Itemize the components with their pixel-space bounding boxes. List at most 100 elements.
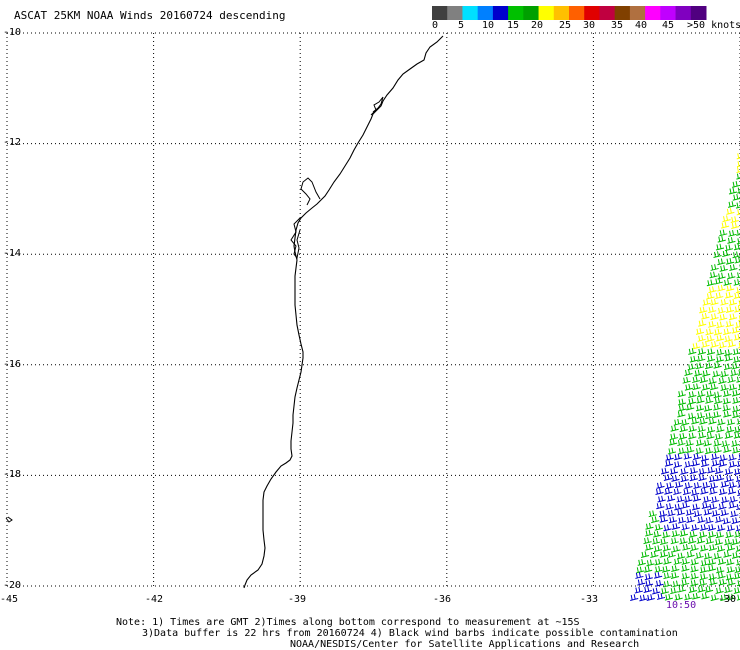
wind-barb	[704, 552, 713, 560]
wind-barb	[720, 370, 729, 378]
wind-barb	[695, 447, 704, 455]
wind-barb	[705, 517, 714, 524]
wind-barb	[730, 369, 739, 377]
scale-label: 10	[482, 20, 495, 31]
wind-barb	[736, 272, 740, 279]
wind-barb	[728, 454, 737, 461]
wind-barb	[706, 390, 715, 398]
wind-barb	[705, 412, 714, 420]
wind-barb	[681, 501, 690, 509]
wind-barb	[634, 586, 643, 594]
wind-barb	[677, 398, 687, 406]
wind-barb	[669, 467, 679, 475]
wind-barb	[653, 545, 663, 553]
wind-barb	[686, 551, 695, 558]
wind-barb	[713, 439, 722, 447]
wind-barb	[670, 587, 679, 595]
scale-label: 35	[611, 20, 624, 31]
wind-barb	[730, 216, 739, 224]
wind-barb	[664, 487, 673, 495]
wind-barb	[733, 468, 740, 476]
wind-barb	[652, 587, 661, 595]
note-line-2: 3)Data buffer is 22 hrs from 20160724 4)…	[142, 628, 678, 639]
wind-barb	[725, 475, 734, 483]
wind-barb	[727, 593, 736, 601]
wind-barb	[736, 594, 740, 601]
wind-barb	[679, 537, 688, 545]
wind-barb	[713, 251, 722, 258]
wind-barb	[713, 552, 722, 560]
wind-barb	[652, 537, 661, 545]
wind-barb	[691, 459, 700, 467]
wind-barb	[701, 460, 710, 468]
wind-barb	[726, 208, 735, 215]
wind-barb	[671, 565, 680, 573]
wind-barb	[706, 355, 716, 362]
wind-barb	[708, 377, 717, 385]
wind-barb	[695, 439, 705, 447]
color-swatch	[569, 6, 585, 20]
wind-barb	[687, 397, 697, 405]
wind-barb	[674, 453, 683, 461]
wind-barb	[684, 383, 693, 391]
color-swatch	[690, 6, 707, 20]
lon-label: -39	[288, 594, 306, 605]
wind-barb	[727, 237, 736, 244]
wind-barb	[715, 516, 724, 523]
wind-barb	[655, 579, 664, 587]
wind-barb	[726, 566, 735, 574]
wind-barb	[731, 222, 740, 229]
wind-barb	[692, 494, 702, 502]
wind-barb	[720, 509, 729, 517]
wind-barb	[720, 480, 729, 488]
scale-label: 0	[432, 20, 439, 31]
wind-barb	[688, 432, 697, 440]
wind-barb	[684, 482, 693, 489]
wind-barb	[732, 397, 740, 404]
wind-barb	[736, 460, 740, 467]
wind-barb	[723, 279, 732, 286]
wind-barbs	[630, 153, 740, 602]
wind-barb	[726, 418, 736, 426]
wind-barb	[733, 243, 740, 251]
wind-barb	[678, 404, 687, 412]
wind-barb	[699, 573, 708, 581]
wind-barb	[736, 376, 740, 383]
wind-barb	[719, 488, 728, 496]
wind-barb	[682, 543, 691, 551]
lon-label: -30	[718, 594, 736, 605]
wind-barb	[682, 376, 691, 384]
wind-barb	[700, 487, 709, 495]
wind-barb	[660, 467, 670, 475]
bay-inlet-north	[370, 96, 384, 116]
wind-barb	[708, 286, 717, 294]
wind-barb	[735, 286, 740, 294]
wind-barb	[699, 417, 708, 425]
wind-barb	[722, 215, 731, 223]
wind-barb	[698, 319, 707, 327]
wind-barb	[733, 279, 740, 286]
wind-barb	[727, 201, 737, 208]
wind-barb	[710, 264, 719, 271]
wind-barb	[664, 593, 673, 601]
wind-barb	[736, 153, 740, 160]
wind-barb	[712, 370, 721, 378]
wind-barb	[693, 482, 702, 489]
color-swatch	[553, 6, 570, 20]
wind-barb	[722, 517, 731, 525]
wind-barb	[724, 468, 733, 476]
wind-barb	[715, 531, 725, 539]
lon-label: -33	[580, 594, 598, 605]
wind-barb	[673, 461, 682, 468]
wind-barb	[668, 516, 678, 524]
wind-barb	[664, 459, 674, 467]
wind-barb	[732, 193, 740, 201]
wind-barb	[725, 320, 734, 328]
wind-barb	[726, 558, 735, 566]
wind-barb	[654, 565, 663, 573]
color-swatch	[432, 6, 448, 20]
wind-barb	[699, 566, 709, 574]
wind-barb	[685, 509, 695, 516]
wind-barb	[708, 573, 717, 581]
wind-barb	[735, 201, 740, 209]
